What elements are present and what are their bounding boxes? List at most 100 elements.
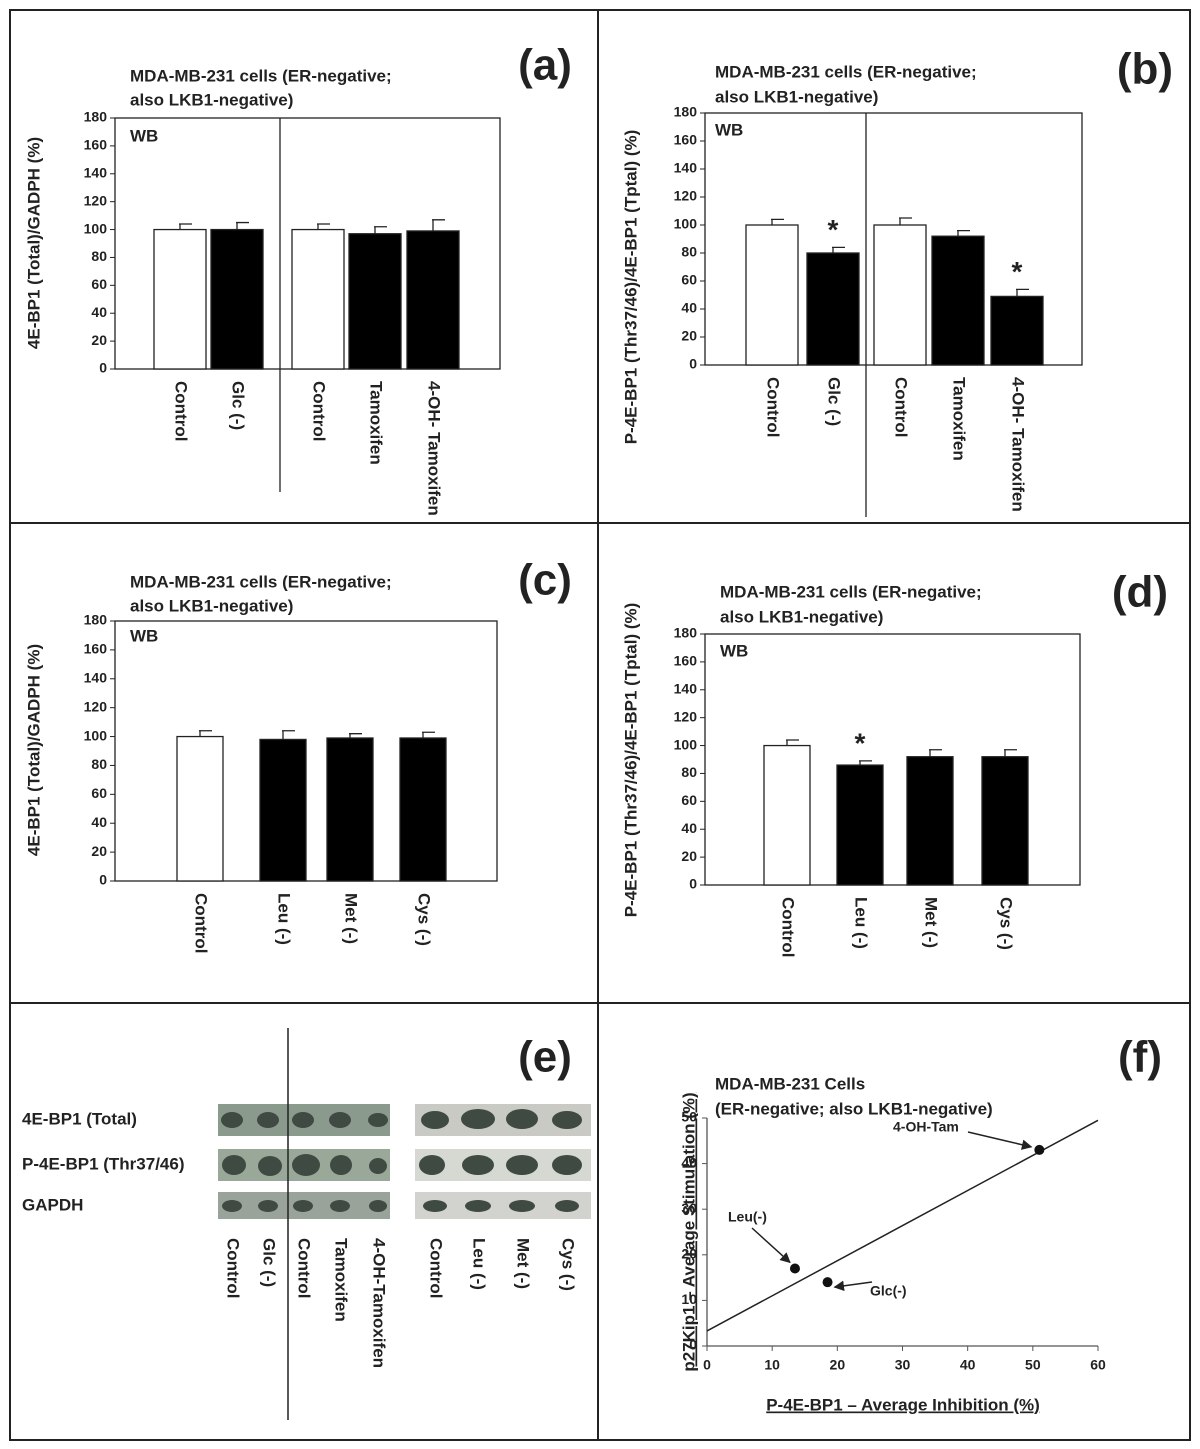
y-tick-label: 80 [91, 248, 107, 264]
error-bar [422, 731, 435, 738]
lane-label: Met (-) [514, 1238, 533, 1289]
y-tick-label: 20 [91, 332, 107, 348]
y-tick-label: 0 [689, 876, 697, 892]
x-tick-label: Control [779, 897, 798, 957]
y-axis-label: P-4E-BP1 (Thr37/46)/4E-BP1 (Tptal) (%) [621, 130, 640, 445]
y-tick-label: 100 [84, 220, 108, 236]
lane-label: Control [427, 1238, 446, 1298]
y-tick-label: 40 [91, 814, 107, 830]
panel-label: (c) [518, 556, 572, 605]
bar [326, 737, 374, 882]
bar [153, 228, 207, 370]
y-tick-label: 100 [674, 736, 698, 752]
y-tick-label: 140 [84, 164, 108, 180]
x-tick-label: 60 [1090, 1357, 1106, 1373]
x-tick-label: Cys (-) [997, 897, 1016, 950]
lane-label: Cys (-) [559, 1238, 578, 1291]
y-tick-label: 20 [681, 1246, 697, 1262]
chart-title: MDA-MB-231 cells (ER-negative; [715, 62, 977, 81]
y-tick-label: 120 [674, 188, 698, 204]
error-bar [832, 246, 845, 253]
row-label: GAPDH [22, 1195, 83, 1214]
arrow [967, 1131, 1033, 1150]
y-tick-label: 100 [84, 727, 108, 743]
lane-label: Control [224, 1238, 243, 1298]
panel-label: (f) [1118, 1033, 1162, 1082]
panel-label: (e) [518, 1033, 572, 1082]
y-tick-label: 80 [681, 244, 697, 260]
y-tick-label: 40 [91, 304, 107, 320]
x-tick-label: 4-OH- Tamoxifen [1009, 377, 1028, 512]
x-tick-label: 40 [960, 1357, 976, 1373]
plot-frame [704, 633, 1081, 886]
chart-title: MDA-MB-231 cells (ER-negative; [720, 582, 982, 601]
arrow [833, 1280, 873, 1292]
y-tick-label: 40 [681, 820, 697, 836]
error-bar [282, 730, 295, 740]
y-tick-label: 0 [689, 1337, 697, 1353]
y-tick-label: 160 [674, 132, 698, 148]
y-axis-label: P-4E-BP1 (Thr37/46)/4E-BP1 (Tptal) (%) [621, 603, 640, 918]
error-bar [1016, 288, 1029, 297]
y-tick-label: 40 [681, 1154, 697, 1170]
x-tick-label: Tamoxifen [367, 381, 386, 465]
bar [931, 235, 985, 366]
x-tick-label: Glc (-) [229, 381, 248, 430]
annotation: WB [130, 626, 158, 645]
y-tick-label: 120 [84, 698, 108, 714]
x-tick-label: 20 [830, 1357, 846, 1373]
x-tick-label: Leu (-) [852, 897, 871, 949]
y-tick-label: 80 [91, 756, 107, 772]
chart-title: also LKB1-negative) [720, 607, 883, 626]
bar [348, 233, 402, 370]
x-tick-label: Control [764, 377, 783, 437]
row-label: 4E-BP1 (Total) [22, 1109, 137, 1128]
error-bar [374, 226, 387, 234]
x-tick-label: 50 [1025, 1357, 1041, 1373]
y-tick-label: 80 [681, 764, 697, 780]
y-tick-label: 180 [674, 104, 698, 120]
bar [763, 744, 811, 886]
y-tick-label: 60 [681, 272, 697, 288]
error-bar [957, 229, 970, 237]
annotation: WB [715, 120, 743, 139]
chart-title: also LKB1-negative) [130, 90, 293, 109]
y-tick-label: 20 [681, 848, 697, 864]
y-tick-label: 30 [681, 1200, 697, 1216]
error-bar [236, 221, 249, 230]
lane-label: Tamoxifen [332, 1238, 351, 1322]
error-bar [786, 739, 799, 746]
x-tick-label: Cys (-) [415, 893, 434, 946]
y-tick-label: 180 [84, 612, 108, 628]
error-bar [317, 223, 330, 230]
lane-label: Glc (-) [260, 1238, 279, 1287]
error-bar [432, 219, 445, 231]
x-axis-label: P-4E-BP1 – Average Inhibition (%) [766, 1395, 1040, 1414]
bar [906, 756, 954, 886]
chart-title: MDA-MB-231 cells (ER-negative; [130, 572, 392, 591]
y-tick-label: 160 [674, 653, 698, 669]
panel-label: (b) [1117, 45, 1173, 94]
y-tick-label: 120 [674, 708, 698, 724]
y-tick-label: 40 [681, 300, 697, 316]
bar [176, 735, 224, 882]
y-tick-label: 60 [681, 792, 697, 808]
error-bar [199, 730, 212, 737]
bar [406, 230, 460, 370]
x-tick-label: Control [172, 381, 191, 441]
error-bar [179, 223, 192, 230]
y-tick-label: 20 [681, 328, 697, 344]
bar [399, 737, 447, 882]
bar [745, 224, 799, 366]
y-tick-label: 50 [681, 1109, 697, 1125]
x-tick-label: Leu (-) [275, 893, 294, 945]
annotation: WB [720, 641, 748, 660]
lane-label: Leu (-) [470, 1238, 489, 1290]
chart-title: also LKB1-negative) [715, 87, 878, 106]
y-tick-label: 140 [674, 160, 698, 176]
chart-title: (ER-negative; also LKB1-negative) [715, 1099, 993, 1118]
point-label: Glc(-) [870, 1283, 907, 1299]
chart-title: also LKB1-negative) [130, 596, 293, 615]
annotation: WB [130, 126, 158, 145]
